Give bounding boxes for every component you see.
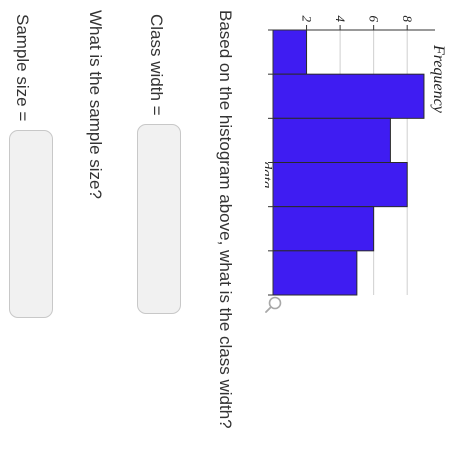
x-tick-label-11: 11 bbox=[265, 245, 268, 257]
class-width-input[interactable] bbox=[137, 124, 181, 314]
class-width-label: Class width = bbox=[147, 14, 166, 116]
bar-5-7 bbox=[272, 117, 391, 164]
bar-9-11 bbox=[272, 206, 375, 252]
y-tick-label-2: 2 bbox=[300, 16, 315, 23]
bar-3-5 bbox=[272, 73, 425, 119]
magnifier-icon[interactable] bbox=[265, 296, 282, 313]
bar-1-3 bbox=[272, 29, 308, 75]
sample-size-question: What is the sample size? bbox=[86, 10, 105, 199]
x-tick-label-5: 5 bbox=[265, 115, 268, 122]
bar-7-9 bbox=[272, 162, 408, 208]
y-tick-label-8: 8 bbox=[400, 16, 415, 23]
x-tick-label-9: 9 bbox=[265, 203, 268, 210]
x-tick-label-3: 3 bbox=[265, 70, 268, 78]
ticks: 1357911132468 bbox=[265, 16, 415, 303]
class-width-question: Based on the histogram above, what is th… bbox=[216, 10, 235, 429]
y-tick-label-6: 6 bbox=[367, 16, 382, 23]
bar-11-13 bbox=[272, 250, 358, 296]
x-axis-title: data bbox=[265, 162, 274, 189]
histogram: 1357911132468 Frequency data bbox=[265, 16, 447, 313]
y-axis-title: Frequency bbox=[430, 44, 447, 114]
sample-size-label: Sample size = bbox=[13, 14, 32, 122]
x-tick-label-13: 13 bbox=[265, 289, 268, 303]
y-tick-label-4: 4 bbox=[333, 16, 348, 23]
bars bbox=[272, 29, 425, 296]
x-tick-label-7: 7 bbox=[265, 159, 268, 166]
x-tick-label-1: 1 bbox=[265, 27, 268, 34]
sample-size-input[interactable] bbox=[9, 130, 53, 318]
